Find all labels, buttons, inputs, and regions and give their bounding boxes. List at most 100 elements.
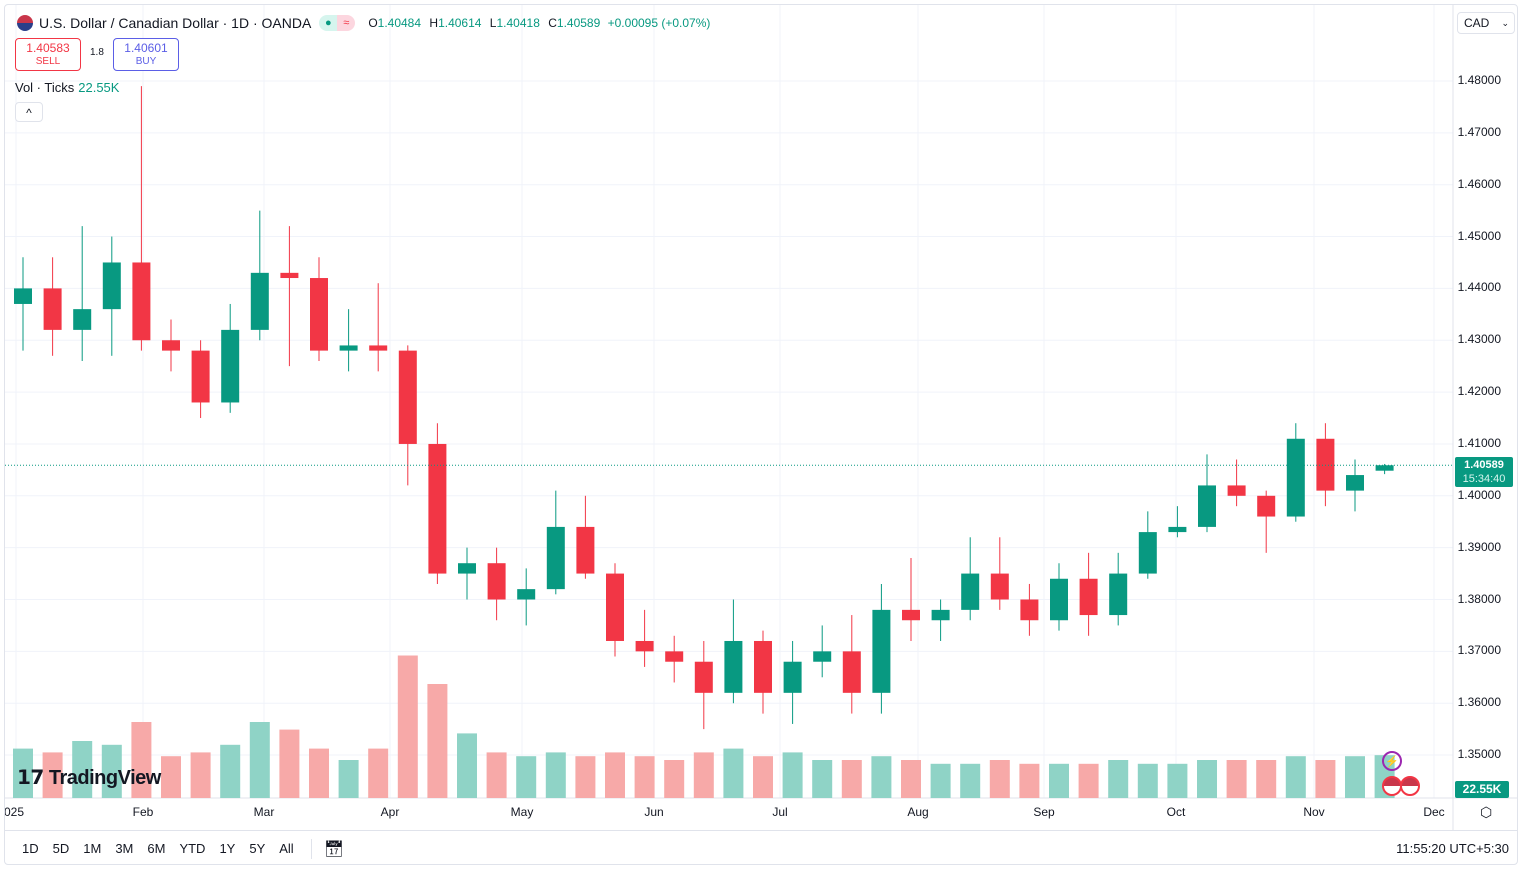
settings-gear-icon[interactable]: ⬡ xyxy=(1480,804,1493,820)
candle-body[interactable] xyxy=(902,609,920,621)
candle-body[interactable] xyxy=(606,573,624,641)
buy-button[interactable]: 1.40601 BUY xyxy=(113,38,179,71)
candle-body[interactable] xyxy=(783,661,802,693)
candle-body[interactable] xyxy=(724,640,743,693)
candle-body[interactable] xyxy=(931,609,950,621)
candle-body[interactable] xyxy=(369,345,388,351)
candle-body[interactable] xyxy=(339,345,358,351)
candle-body[interactable] xyxy=(635,640,654,652)
candle-body[interactable] xyxy=(250,272,269,330)
time-label: 2025 xyxy=(4,805,25,819)
chevron-down-icon: ⌄ xyxy=(1501,18,1509,28)
candle-body[interactable] xyxy=(665,651,684,662)
sell-button[interactable]: 1.40583 SELL xyxy=(15,38,81,71)
candle-body[interactable] xyxy=(1346,475,1364,491)
candle-body[interactable] xyxy=(1109,573,1128,616)
candle-body[interactable] xyxy=(1286,438,1305,517)
volume-legend[interactable]: Vol · Ticks 22.55K xyxy=(15,80,119,95)
candle-body[interactable] xyxy=(73,309,92,330)
close-label: C xyxy=(548,16,557,30)
time-label: Jul xyxy=(772,805,788,819)
volume-bar xyxy=(1256,760,1277,798)
lightning-event-icon[interactable]: ⚡ xyxy=(1382,751,1402,771)
range-button-5y[interactable]: 5Y xyxy=(249,841,266,856)
candle-body[interactable] xyxy=(191,350,210,403)
tradingview-logo[interactable]: 𝟭𝟳 TradingView xyxy=(17,765,161,790)
candle-body[interactable] xyxy=(754,640,772,693)
range-button-1d[interactable]: 1D xyxy=(22,841,39,856)
candle-body[interactable] xyxy=(1227,485,1246,496)
candle-body[interactable] xyxy=(813,651,832,662)
range-button-1y[interactable]: 1Y xyxy=(219,841,236,856)
price-chart[interactable] xyxy=(5,5,1518,830)
us-event-flag-icon[interactable] xyxy=(1400,776,1420,796)
candle-body[interactable] xyxy=(43,288,62,330)
candle-body[interactable] xyxy=(1257,495,1276,517)
candle-body[interactable] xyxy=(961,573,980,610)
candle-body[interactable] xyxy=(990,573,1009,600)
range-button-ytd[interactable]: YTD xyxy=(179,841,206,856)
candle-body[interactable] xyxy=(458,563,476,574)
volume-bar xyxy=(664,760,685,798)
candle-body[interactable] xyxy=(842,651,861,693)
time-label: Mar xyxy=(253,805,275,819)
candle-body[interactable] xyxy=(1138,532,1157,574)
range-button-5d[interactable]: 5D xyxy=(52,841,70,856)
candle-body[interactable] xyxy=(162,340,180,351)
symbol-title[interactable]: U.S. Dollar / Canadian Dollar · 1D · OAN… xyxy=(39,15,312,31)
candle-body[interactable] xyxy=(428,443,447,574)
volume-label: Vol · Ticks xyxy=(15,80,75,95)
timezone-clock[interactable]: 11:55:20 UTC+5:30 xyxy=(1396,841,1509,856)
candle-body[interactable] xyxy=(1020,599,1039,621)
range-button-6m[interactable]: 6M xyxy=(147,841,166,856)
candle-body[interactable] xyxy=(280,272,299,279)
candle-body[interactable] xyxy=(1198,485,1216,527)
range-button-all[interactable]: All xyxy=(279,841,294,856)
range-button-1m[interactable]: 1M xyxy=(83,841,102,856)
candle-body[interactable] xyxy=(872,609,891,693)
volume-bar xyxy=(545,752,566,798)
calendar-goto-date-icon[interactable]: 📅︎ xyxy=(310,838,344,859)
candle-body[interactable] xyxy=(1168,526,1187,533)
open-value: 1.40484 xyxy=(377,16,422,30)
market-status[interactable]: ● ≈ xyxy=(319,15,356,31)
close-value: 1.40589 xyxy=(556,16,601,30)
range-button-3m[interactable]: 3M xyxy=(115,841,134,856)
low-label: L xyxy=(489,16,497,30)
us-event-flag-icon[interactable] xyxy=(1382,776,1402,796)
collapse-chevron-up-icon[interactable]: ^ xyxy=(15,102,43,122)
time-label: Feb xyxy=(132,805,154,819)
low-value: 1.40418 xyxy=(496,16,540,30)
volume-bar xyxy=(368,748,389,798)
buy-price: 1.40601 xyxy=(124,41,168,55)
volume-bar xyxy=(871,756,892,798)
candle-body[interactable] xyxy=(694,661,713,693)
currency-select[interactable]: CAD ⌄ xyxy=(1457,12,1515,34)
candle-body[interactable] xyxy=(132,262,151,341)
symbol-header: U.S. Dollar / Canadian Dollar · 1D · OAN… xyxy=(17,15,710,31)
candle-body[interactable] xyxy=(1050,578,1068,621)
candle-body[interactable] xyxy=(310,278,328,351)
candle-body[interactable] xyxy=(221,329,240,403)
volume-bar xyxy=(338,760,359,798)
price-label: 1.45000 xyxy=(1457,228,1501,243)
candle-body[interactable] xyxy=(1316,438,1335,491)
candle-body[interactable] xyxy=(1375,465,1394,471)
candle-body[interactable] xyxy=(1079,578,1098,616)
candle-body[interactable] xyxy=(398,350,417,444)
time-label: Jun xyxy=(644,805,664,819)
volume-bar xyxy=(1315,760,1336,798)
sell-label: SELL xyxy=(35,56,61,67)
candle-body[interactable] xyxy=(517,589,536,600)
candle-body[interactable] xyxy=(487,563,506,600)
change-value: +0.00095 (+0.07%) xyxy=(607,16,711,30)
volume-bar xyxy=(42,752,63,798)
candle-body[interactable] xyxy=(14,288,32,304)
time-label: Oct xyxy=(1166,805,1186,819)
candle-body[interactable] xyxy=(102,262,121,310)
candle-body[interactable] xyxy=(576,526,595,574)
price-label: 1.44000 xyxy=(1457,280,1501,295)
candle-body[interactable] xyxy=(546,526,565,590)
usd-cad-flag-icon xyxy=(17,15,33,31)
high-label: H xyxy=(429,16,439,30)
